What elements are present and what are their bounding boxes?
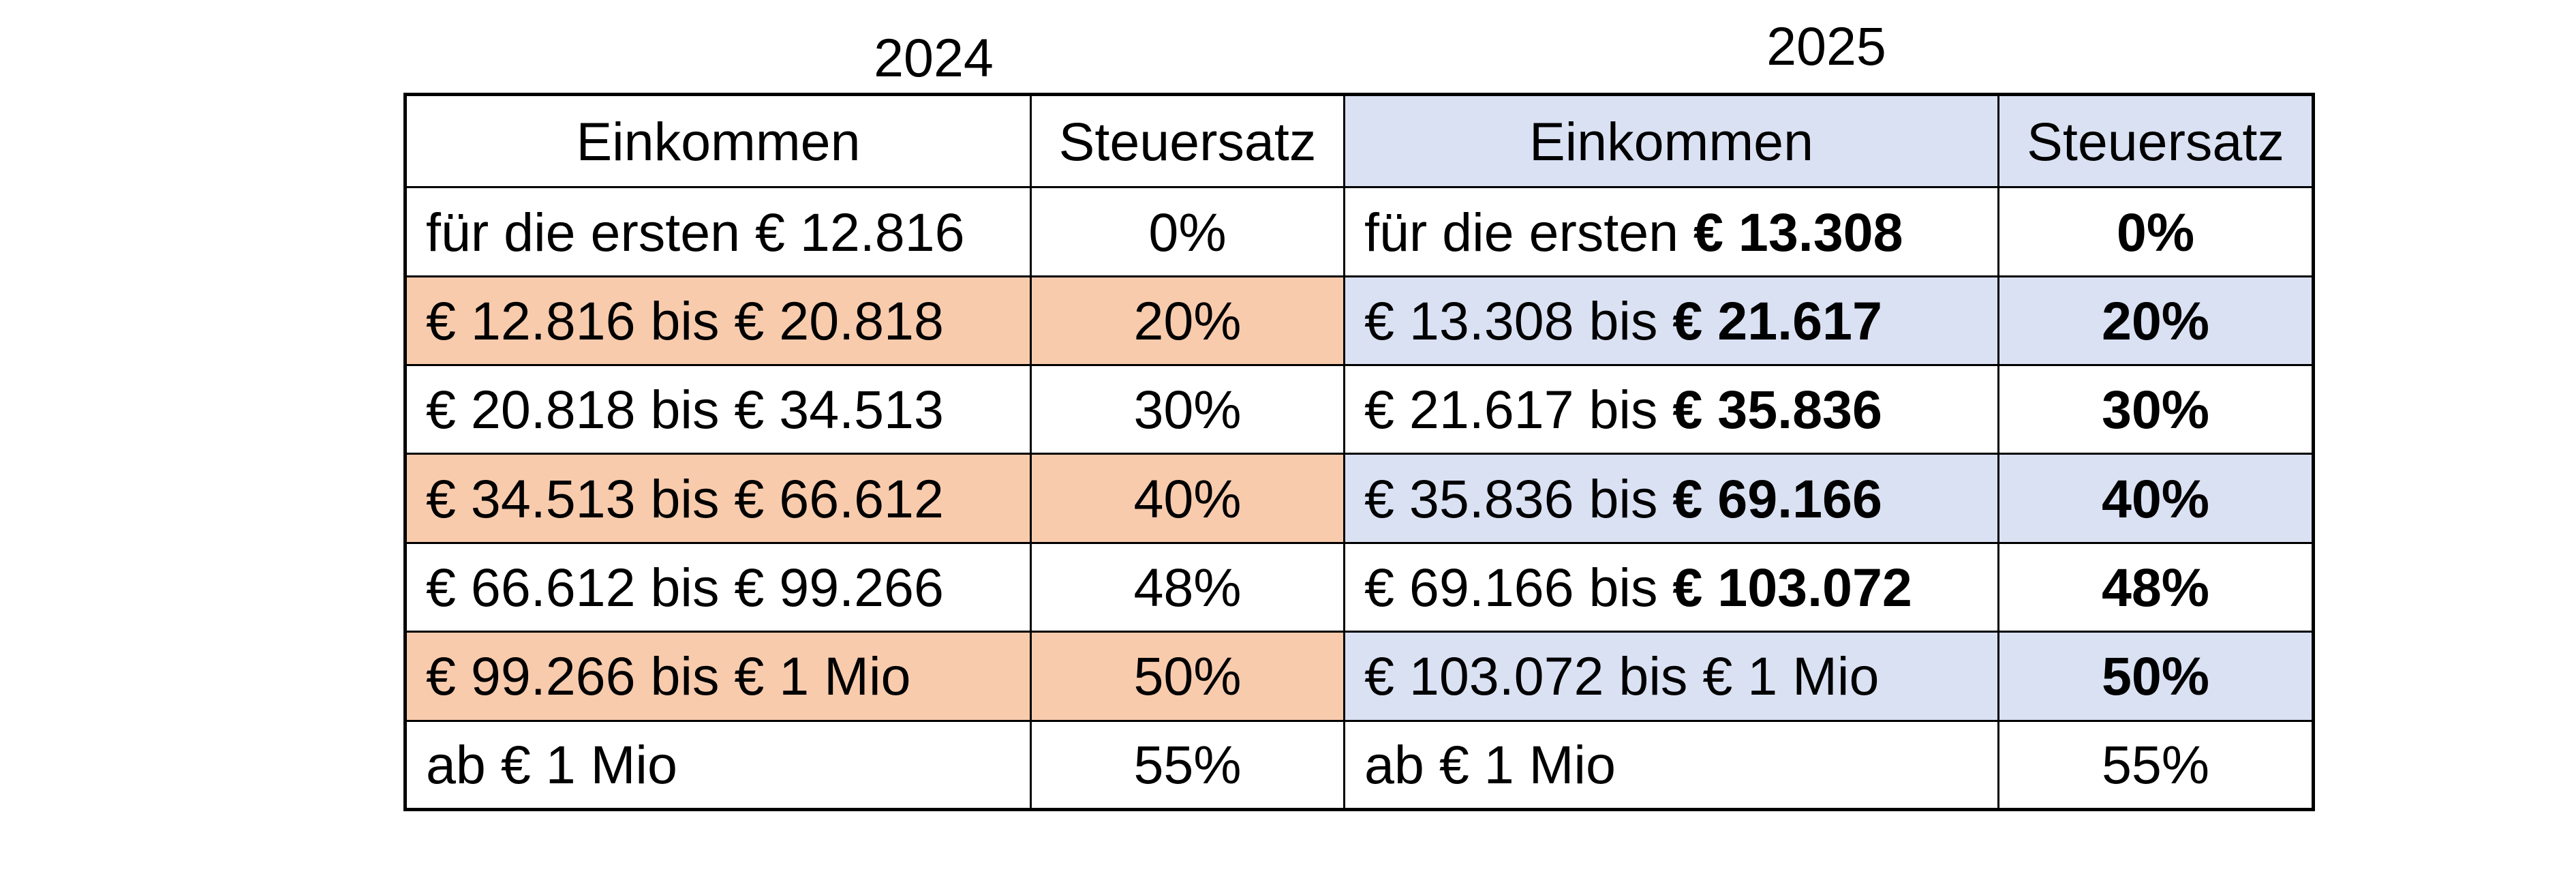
rate-2024-cell: 55% — [1030, 719, 1345, 811]
rate-2025-cell: 20% — [1997, 275, 2314, 367]
income-2025-text: € 13.308 bis — [1364, 290, 1673, 351]
rate-2024-cell: 40% — [1030, 453, 1345, 544]
income-2025-cell: € 35.836 bis € 69.166 — [1343, 453, 1999, 544]
rate-2025-cell: 0% — [1997, 186, 2314, 277]
rate-2025-cell: 55% — [1997, 719, 2314, 811]
income-2025-cell: ab € 1 Mio — [1343, 719, 1999, 811]
income-2024-cell: € 99.266 bis € 1 Mio — [404, 631, 1032, 722]
income-2025-bold-text: € 21.617 — [1672, 290, 1882, 351]
rate-2025-cell: 40% — [1997, 453, 2314, 544]
income-2025-cell: € 69.166 bis € 103.072 — [1343, 541, 1999, 633]
tax-rate-table: Einkommen Steuersatz Einkommen Steuersat… — [403, 93, 2315, 811]
income-2024-cell: € 12.816 bis € 20.818 — [404, 275, 1032, 367]
year-label-2024: 2024 — [874, 27, 994, 88]
year-label-2025: 2025 — [1766, 16, 1886, 76]
income-2025-bold-text: € 35.836 — [1672, 379, 1882, 440]
table-row: ab € 1 Mio 55% ab € 1 Mio 55% — [404, 719, 2314, 811]
header-income-2024: Einkommen — [404, 93, 1032, 189]
income-2024-cell: € 66.612 bis € 99.266 — [404, 541, 1032, 633]
income-2025-text: € 21.617 bis — [1364, 379, 1673, 440]
table-row: € 99.266 bis € 1 Mio 50% € 103.072 bis €… — [404, 631, 2314, 722]
table-row: € 20.818 bis € 34.513 30% € 21.617 bis €… — [404, 364, 2314, 455]
income-2025-cell: € 21.617 bis € 35.836 — [1343, 364, 1999, 455]
income-2024-cell: € 20.818 bis € 34.513 — [404, 364, 1032, 455]
income-2025-bold-text: € 69.166 — [1672, 468, 1882, 529]
income-2025-text: € 69.166 bis — [1364, 556, 1673, 618]
income-2025-cell: € 13.308 bis € 21.617 — [1343, 275, 1999, 367]
table-row: € 34.513 bis € 66.612 40% € 35.836 bis €… — [404, 453, 2314, 544]
income-2025-cell: € 103.072 bis € 1 Mio — [1343, 631, 1999, 722]
income-2024-cell: ab € 1 Mio — [404, 719, 1032, 811]
income-2024-cell: für die ersten € 12.816 — [404, 186, 1032, 277]
table-row: € 12.816 bis € 20.818 20% € 13.308 bis €… — [404, 275, 2314, 367]
rate-2025-cell: 30% — [1997, 364, 2314, 455]
rate-2024-cell: 30% — [1030, 364, 1345, 455]
income-2025-text: € 103.072 bis € 1 Mio — [1364, 646, 1880, 707]
header-income-2025: Einkommen — [1343, 93, 1999, 189]
income-2025-text: für die ersten — [1364, 201, 1694, 262]
income-2025-text: ab € 1 Mio — [1364, 734, 1616, 796]
rate-2024-cell: 50% — [1030, 631, 1345, 722]
income-2025-cell: für die ersten € 13.308 — [1343, 186, 1999, 277]
income-2025-text: € 35.836 bis — [1364, 468, 1673, 529]
rate-2025-cell: 48% — [1997, 541, 2314, 633]
rate-2025-cell: 50% — [1997, 631, 2314, 722]
rate-2024-cell: 20% — [1030, 275, 1345, 367]
rate-2024-cell: 48% — [1030, 541, 1345, 633]
header-rate-2024: Steuersatz — [1030, 93, 1345, 189]
table-row: für die ersten € 12.816 0% für die erste… — [404, 186, 2314, 277]
rate-2024-cell: 0% — [1030, 186, 1345, 277]
income-2025-bold-text: € 103.072 — [1672, 556, 1912, 618]
table-header-row: Einkommen Steuersatz Einkommen Steuersat… — [404, 93, 2314, 189]
header-rate-2025: Steuersatz — [1997, 93, 2314, 189]
table-row: € 66.612 bis € 99.266 48% € 69.166 bis €… — [404, 541, 2314, 633]
income-2024-cell: € 34.513 bis € 66.612 — [404, 453, 1032, 544]
income-2025-bold-text: € 13.308 — [1693, 201, 1903, 262]
